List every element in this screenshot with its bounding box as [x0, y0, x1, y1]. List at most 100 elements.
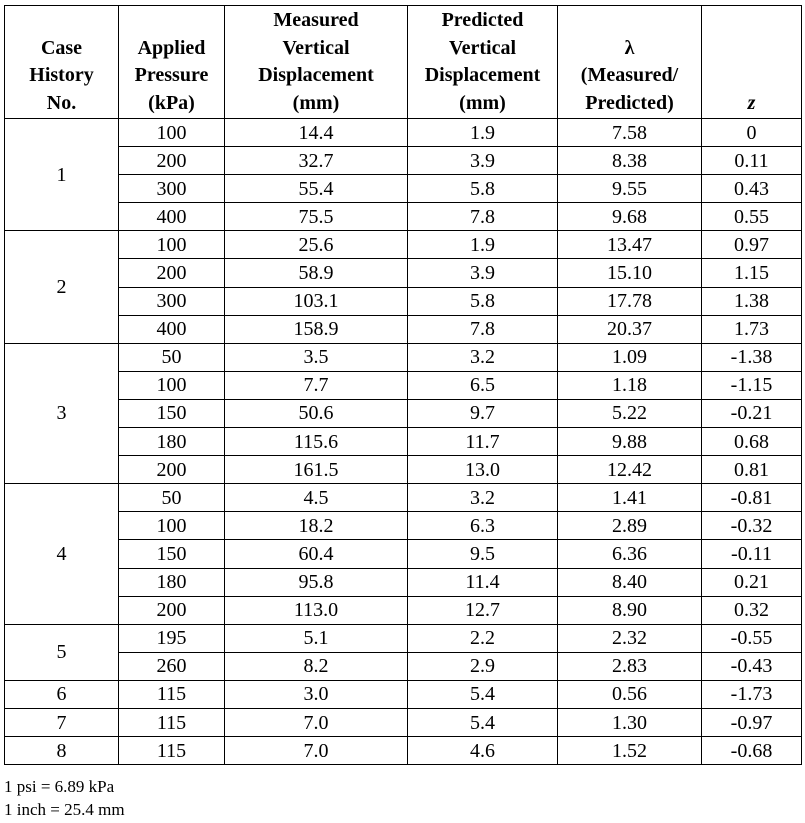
table-cell: 95.8 [224, 567, 408, 597]
table-cell: 113.0 [224, 595, 408, 625]
header-line: Displacement [258, 64, 374, 86]
table-cell: -0.97 [701, 707, 802, 738]
table-row: 7 115 7.0 5.4 1.30 -0.97 [4, 707, 802, 738]
table-cell: 115 [118, 736, 225, 766]
table-cell: -1.73 [701, 679, 802, 709]
header-line: Case [40, 36, 83, 59]
table-cell: 9.7 [407, 398, 558, 429]
table-cell: 3.2 [407, 483, 558, 513]
table-cell: 161.5 [224, 455, 408, 485]
table-cell: 400 [118, 202, 225, 232]
table-row: 200 161.5 13.0 12.42 0.81 [5, 455, 802, 485]
table-cell: 6.36 [557, 539, 702, 569]
table-cell: 200 [118, 455, 225, 485]
table-cell: 9.68 [557, 202, 702, 232]
table-cell: 1.15 [701, 258, 802, 288]
table-cell: 4.6 [407, 736, 558, 766]
table-cell: 7.8 [407, 314, 558, 344]
data-table: Case History No. Applied Pressure (kPa) Measur… [4, 5, 802, 766]
table-cell: 100 [118, 117, 225, 148]
table-row: 3 50 3.5 3.2 1.09 -1.38 [4, 342, 802, 485]
table-cell: 0.97 [701, 230, 802, 260]
header-cell: z [701, 5, 802, 119]
table-cell: 60.4 [224, 539, 408, 569]
table-cell: 8.2 [224, 651, 408, 681]
table-cell: 0.81 [701, 455, 802, 485]
case-cell: 3 [4, 342, 119, 485]
table-cell: -0.32 [701, 511, 802, 541]
table-cell: 13.0 [407, 455, 558, 485]
table-cell: 2.83 [557, 651, 702, 681]
table-cell: 103.1 [224, 286, 408, 316]
case-cell: 1 [4, 117, 119, 232]
table-cell: 3.5 [224, 342, 408, 372]
table-cell: 300 [118, 174, 225, 204]
table-cell: 7.58 [557, 117, 702, 148]
table-row: 150 50.6 9.7 5.22 -0.21 [5, 398, 802, 429]
table-cell: 180 [118, 567, 225, 597]
table-cell: -0.55 [701, 623, 802, 653]
table-cell: 260 [118, 651, 225, 681]
table-row: 200 113.0 12.7 8.90 0.32 [5, 595, 802, 625]
table-cell: 9.88 [557, 427, 702, 457]
table-cell: 50 [118, 342, 225, 372]
table-cell: 4.5 [224, 483, 408, 513]
table-cell: 150 [118, 539, 225, 569]
header-row: Case History No. Applied Pressure (kPa) Measur… [4, 5, 802, 119]
table-cell: 115.6 [224, 427, 408, 457]
table-cell: 200 [118, 146, 225, 176]
header-cell: λ (Measured/Predicted) [557, 5, 702, 119]
table-cell: 115 [118, 707, 225, 738]
case-cell: 7 [4, 707, 119, 738]
table-row: 4 50 4.5 3.2 1.41 -0.81 [4, 483, 802, 625]
table-cell: 2.9 [407, 651, 558, 681]
header-line: Pressure [134, 64, 209, 86]
table-cell: 6.5 [407, 370, 558, 400]
table-cell: 11.4 [407, 567, 558, 597]
table-cell: -0.68 [701, 736, 802, 766]
header-line: (mm) [292, 91, 340, 114]
table-cell: 17.78 [557, 286, 702, 316]
table-row: 200 58.9 3.9 15.10 1.15 [5, 258, 802, 288]
table-row: 180 115.6 11.7 9.88 0.68 [5, 427, 802, 457]
table-cell: -0.81 [701, 483, 802, 513]
header-line: No. [46, 91, 77, 114]
header-line: (kPa) [148, 91, 195, 114]
table-row: 150 60.4 9.5 6.36 -0.11 [5, 539, 802, 569]
table-row: 100 18.2 6.3 2.89 -0.32 [5, 511, 802, 541]
table-cell: 1.73 [701, 314, 802, 344]
table-cell: 12.7 [407, 595, 558, 625]
table-cell: 7.0 [224, 736, 408, 766]
table-cell: 200 [118, 258, 225, 288]
table-cell: -0.21 [701, 398, 802, 429]
table-cell: 100 [118, 511, 225, 541]
header-line: Displacement [424, 64, 541, 86]
table-cell: 100 [118, 370, 225, 400]
table-cell: 0.11 [701, 146, 802, 176]
table-row: 100 7.7 6.5 1.18 -1.15 [5, 370, 802, 400]
table-row: 300 103.1 5.8 17.78 1.38 [5, 286, 802, 316]
table-cell: 11.7 [407, 427, 558, 457]
case-cell: 5 [4, 623, 119, 681]
table-cell: 9.55 [557, 174, 702, 204]
table-cell: 0.55 [701, 202, 802, 232]
table-cell: 1.9 [407, 117, 558, 148]
table-cell: 25.6 [224, 230, 408, 260]
table-cell: 200 [118, 595, 225, 625]
footnote: 1 inch = 25.4 mm [4, 800, 125, 819]
table-cell: 0.68 [701, 427, 802, 457]
table-cell: 8.38 [557, 146, 702, 176]
header-cell: Predicted Vertical Displacement (mm) [407, 5, 558, 119]
table-cell: 0.56 [557, 679, 702, 709]
table-cell: 9.5 [407, 539, 558, 569]
table-cell: 5.8 [407, 174, 558, 204]
table-cell: 3.9 [407, 258, 558, 288]
case-cell: 8 [4, 736, 119, 766]
table-cell: 18.2 [224, 511, 408, 541]
table-cell: -0.43 [701, 651, 802, 681]
header-line: λ [624, 36, 635, 59]
table-cell: 0 [701, 117, 802, 148]
table-cell: 12.42 [557, 455, 702, 485]
table-cell: 195 [118, 623, 225, 653]
